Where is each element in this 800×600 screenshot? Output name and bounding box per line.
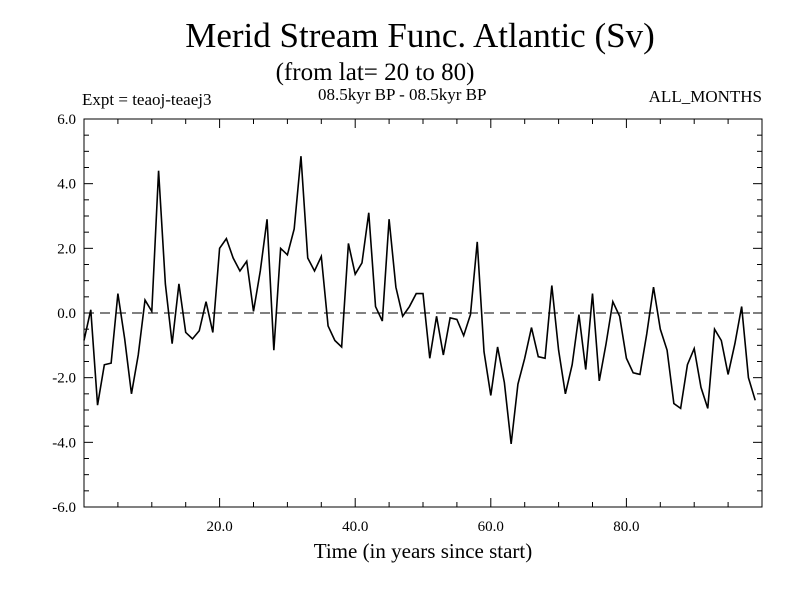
y-tick-label: -2.0	[52, 371, 76, 387]
x-tick-label: 20.0	[206, 519, 232, 535]
x-tick-label: 40.0	[342, 519, 368, 535]
experiment-label: Expt = teaoj-teaej3	[82, 90, 212, 109]
y-tick-label: 0.0	[57, 306, 76, 322]
plot-frame	[83, 118, 763, 508]
x-axis-label: Time (in years since start)	[313, 539, 533, 563]
period-label: 08.5kyr BP - 08.5kyr BP	[318, 85, 487, 104]
y-tick-label: -6.0	[52, 500, 76, 516]
y-tick-label: 6.0	[57, 112, 76, 128]
y-tick-label: 4.0	[57, 177, 76, 193]
y-tick-label: 2.0	[57, 241, 76, 257]
tick-label-group: -6.0 -4.0 -2.0 0.0 2.0 4.0 6.0 20.0 40.0 60.0 80.0	[52, 112, 639, 535]
x-tick-label: 80.0	[613, 519, 639, 535]
chart-title: Merid Stream Func. Atlantic (Sv)	[185, 16, 655, 55]
series-group	[83, 156, 756, 445]
months-label: ALL_MONTHS	[648, 87, 762, 106]
x-tick-label: 60.0	[478, 519, 504, 535]
chart-subtitle: (from lat= 20 to 80)	[275, 59, 475, 86]
y-tick-label: -4.0	[52, 435, 76, 451]
series-line	[83, 156, 756, 445]
